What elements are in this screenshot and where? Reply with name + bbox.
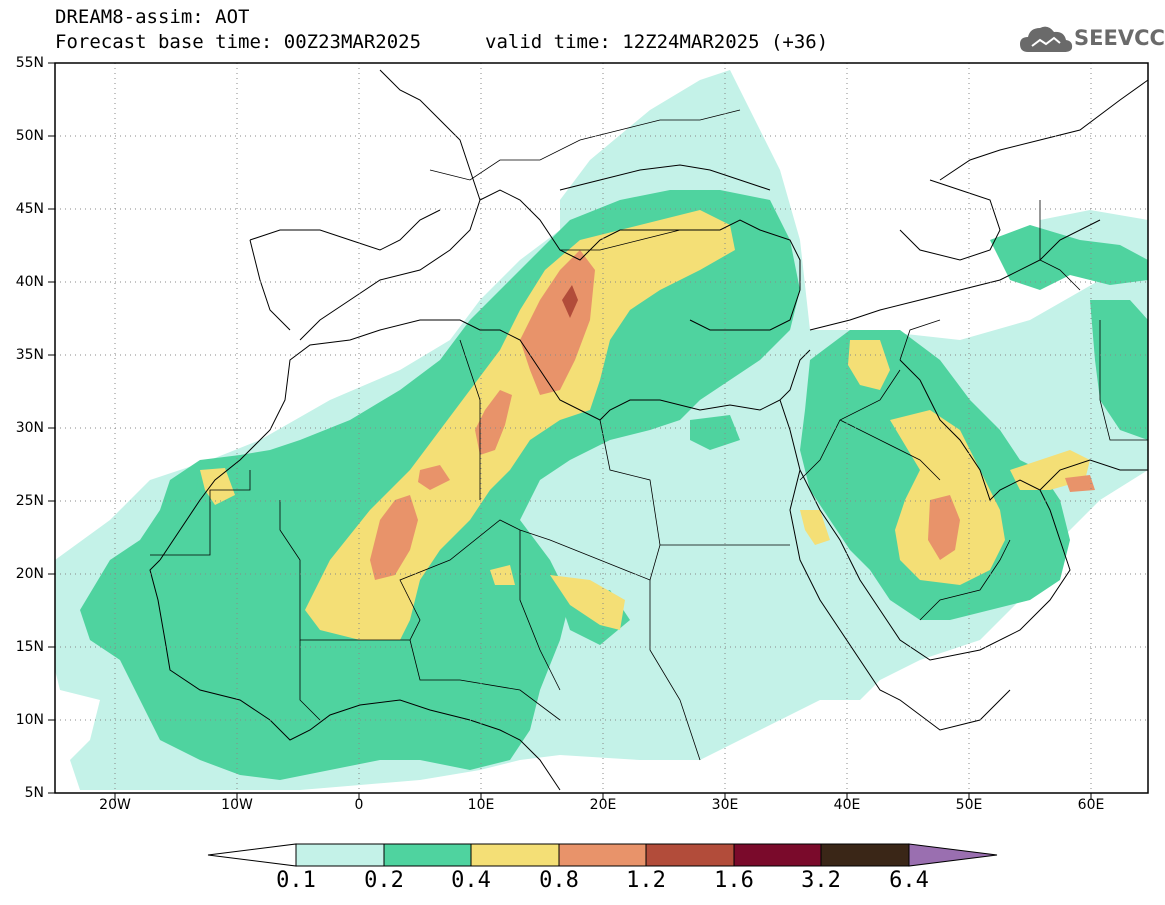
colorbar-swatch — [645, 843, 735, 867]
colorbar-swatch — [733, 843, 822, 867]
lon-label: 20W — [99, 797, 131, 813]
lon-label: 10E — [467, 797, 495, 813]
cloud-icon — [1020, 26, 1073, 52]
lat-label: 30N — [15, 420, 44, 436]
grid — [55, 63, 1148, 793]
colorbar-label: 0.8 — [539, 868, 579, 893]
lat-label: 50N — [15, 128, 44, 144]
lat-label: 35N — [15, 347, 44, 363]
forecast-base-time: Forecast base time: 00Z23MAR2025 — [55, 31, 422, 53]
aot-field — [55, 70, 1148, 790]
colorbar-over-arrow — [908, 843, 998, 867]
colorbar-swatch — [295, 843, 385, 867]
colorbar-label: 3.2 — [801, 868, 841, 893]
lat-label: 45N — [15, 201, 44, 217]
lon-label: 50E — [955, 797, 983, 813]
colorbar-label: 1.6 — [714, 868, 754, 893]
lat-label: 25N — [15, 493, 44, 509]
colorbar-label: 0.4 — [451, 868, 491, 893]
colorbar-under-arrow — [207, 843, 297, 867]
colorbar-swatch — [470, 843, 560, 867]
lat-label: 20N — [15, 566, 44, 582]
colorbar-label: 1.2 — [626, 868, 666, 893]
lon-label: 10W — [221, 797, 253, 813]
chart-title: DREAM8-assim: AOT — [55, 6, 250, 28]
lat-label: 10N — [15, 712, 44, 728]
borders — [150, 109, 1148, 761]
logo-text: SEEVCCC — [1074, 26, 1165, 50]
lat-label: 55N — [15, 55, 44, 71]
axis-ticks — [48, 62, 1092, 800]
lon-label: 20E — [589, 797, 617, 813]
colorbar-swatch — [820, 843, 910, 867]
lon-label: 0 — [354, 797, 364, 813]
colorbar-swatch — [383, 843, 472, 867]
lon-label: 40E — [833, 797, 861, 813]
aot-level-1.2 — [562, 285, 578, 318]
colorbar-label: 6.4 — [889, 868, 929, 893]
lon-label: 30E — [711, 797, 739, 813]
lat-label: 40N — [15, 274, 44, 290]
valid-time: valid time: 12Z24MAR2025 (+36) — [485, 31, 829, 53]
colorbar-swatch — [558, 843, 647, 867]
colorbar — [207, 843, 998, 867]
lon-label: 60E — [1077, 797, 1105, 813]
lat-label: 15N — [15, 639, 44, 655]
lat-label: 5N — [24, 785, 44, 801]
seevccc-logo: SEEVCCC — [1018, 20, 1165, 60]
colorbar-label: 0.2 — [364, 868, 404, 893]
coastlines — [149, 69, 1148, 791]
aot-level-0.8 — [370, 250, 1095, 580]
colorbar-label: 0.1 — [276, 868, 316, 893]
